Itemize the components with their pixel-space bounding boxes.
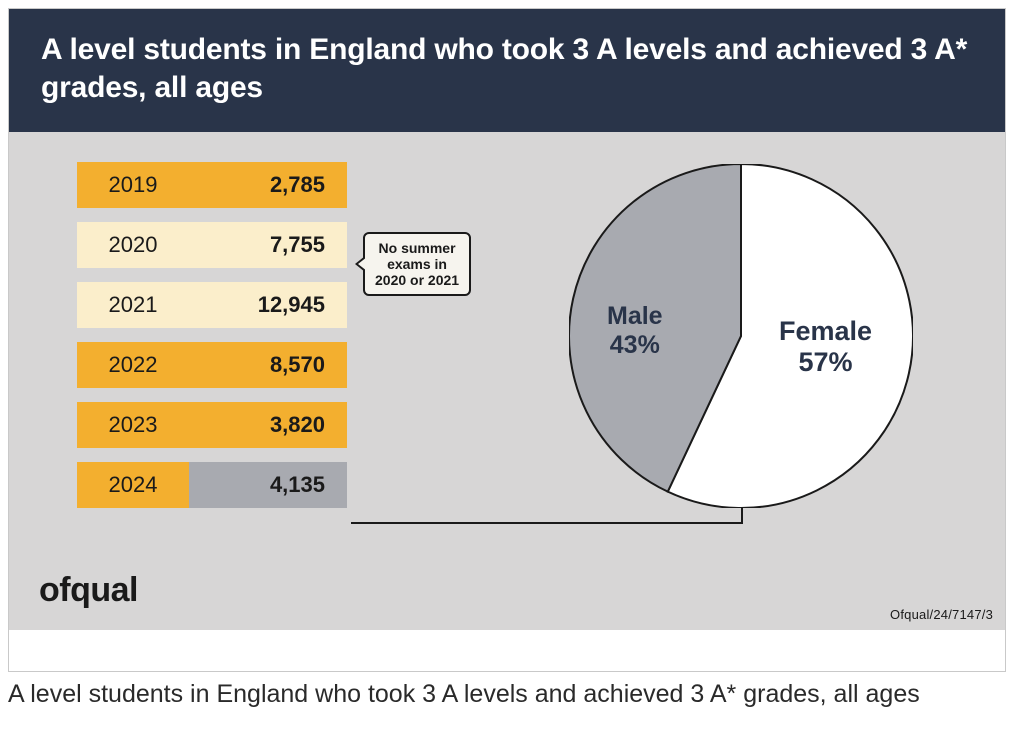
year-row: 20233,820 <box>77 402 347 448</box>
value-cell: 12,945 <box>189 282 347 328</box>
year-row: 202112,945 <box>77 282 347 328</box>
chart-title: A level students in England who took 3 A… <box>41 31 973 106</box>
year-row: 20192,785 <box>77 162 347 208</box>
pie-slice-label: Male43% <box>607 302 663 360</box>
annotation-callout: No summer exams in 2020 or 2021 <box>363 232 471 296</box>
connector-vertical <box>741 508 743 524</box>
value-cell: 3,820 <box>189 402 347 448</box>
value-cell: 4,135 <box>189 462 347 508</box>
figure-caption: A level students in England who took 3 A… <box>8 680 1006 709</box>
callout-line: 2020 or 2021 <box>375 272 459 288</box>
connector-horizontal <box>351 522 743 524</box>
year-cell: 2022 <box>77 342 189 388</box>
value-cell: 7,755 <box>189 222 347 268</box>
pie-slice-label: Female57% <box>779 316 872 378</box>
year-value-table: 20192,78520207,755202112,94520228,570202… <box>77 162 347 508</box>
year-cell: 2021 <box>77 282 189 328</box>
ofqual-logo: ofqual <box>39 571 138 610</box>
chart-body: 20192,78520207,755202112,94520228,570202… <box>9 132 1005 630</box>
header-bar: A level students in England who took 3 A… <box>9 9 1005 132</box>
reference-code: Ofqual/24/7147/3 <box>890 607 993 622</box>
year-cell: 2024 <box>77 462 189 508</box>
year-row: 20244,135 <box>77 462 347 508</box>
value-cell: 8,570 <box>189 342 347 388</box>
year-cell: 2020 <box>77 222 189 268</box>
year-cell: 2023 <box>77 402 189 448</box>
year-cell: 2019 <box>77 162 189 208</box>
infographic-card: A level students in England who took 3 A… <box>8 8 1006 672</box>
year-row: 20228,570 <box>77 342 347 388</box>
callout-line: No summer <box>375 240 459 256</box>
callout-line: exams in <box>375 256 459 272</box>
value-cell: 2,785 <box>189 162 347 208</box>
callout-tail-fill <box>358 257 367 271</box>
year-row: 20207,755 <box>77 222 347 268</box>
